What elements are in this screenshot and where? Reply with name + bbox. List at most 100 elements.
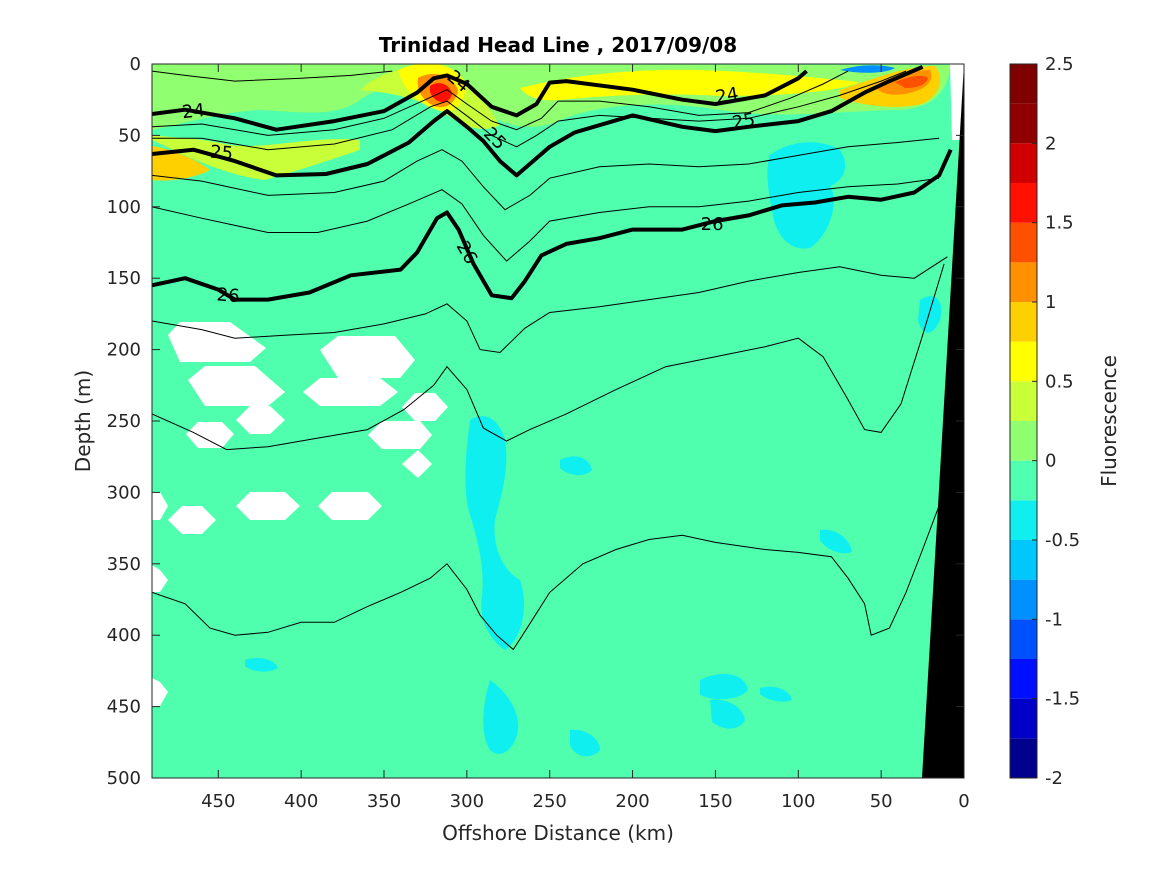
colorbar-swatch: [1010, 64, 1037, 104]
fluorescence-negative-patch-cyan-coast: [918, 296, 942, 333]
contour-label-24: 24: [181, 100, 206, 123]
fluorescence-band-orange-left: [152, 146, 210, 181]
colorbar-swatch: [1010, 302, 1037, 342]
y-axis-label: Depth (m): [71, 370, 95, 472]
y-tick-label: 300: [107, 482, 141, 503]
fluorescence-negative-patch-cyan-low8: [760, 686, 792, 702]
fluorescence-coastal-red: [895, 75, 928, 88]
missing-data-patch-12: [168, 506, 216, 534]
colorbar-tick-label: 1: [1045, 292, 1056, 313]
colorbar-swatch: [1010, 460, 1037, 501]
colorbar-tick-label: -1.5: [1045, 689, 1080, 710]
x-tick-label: 400: [284, 791, 318, 812]
fluorescence-upper-yellow-right: [520, 69, 860, 101]
thin-isopycnal-line: [152, 263, 945, 451]
y-tick-label: 50: [118, 125, 141, 146]
colorbar-swatch: [1010, 262, 1037, 302]
y-tick-label: 400: [107, 625, 141, 646]
colorbar-swatch: [1010, 143, 1037, 183]
isopycnal-line-26: [152, 148, 953, 302]
colorbar-swatch: [1010, 738, 1037, 778]
colorbar-swatch: [1010, 540, 1037, 580]
seafloor-bathymetry-mask: [922, 64, 964, 778]
missing-data-patch-4: [186, 422, 234, 448]
y-tick-label: 250: [107, 411, 141, 432]
x-tick-label: 50: [870, 791, 893, 812]
colorbar-swatch: [1010, 183, 1037, 223]
fluorescence-negative-patch-cyan-low3: [710, 699, 745, 729]
y-tick-label: 100: [107, 197, 141, 218]
chart-title: Trinidad Head Line , 2017/09/08: [379, 33, 737, 57]
missing-data-patch-15: [152, 678, 168, 706]
colorbar-tick-label: 1.5: [1045, 213, 1074, 234]
contour-label-text: 26: [701, 214, 724, 235]
fluorescence-negative-patch-cyan-low: [483, 680, 519, 754]
colorbar-swatch: [1010, 421, 1037, 461]
colorbar-tick-label: 2.5: [1045, 54, 1074, 75]
x-tick-label: 150: [698, 791, 732, 812]
contour-label-26: 26: [701, 214, 724, 235]
contour-label-text: 25: [731, 109, 757, 134]
isopycnal-line-25: [152, 65, 924, 178]
missing-data-patch-14: [152, 565, 168, 592]
thin-isopycnal-line: [152, 70, 849, 136]
colorbar-swatch: [1010, 579, 1037, 620]
fluorescence-negative-patch-cyan-upper: [767, 142, 846, 249]
missing-data-patch-9: [402, 450, 432, 478]
fluorescence-patches: [152, 64, 964, 757]
thin-isopycnal-line: [152, 177, 940, 262]
colorbar-tick-label: 0: [1045, 451, 1056, 472]
y-tick-label: 200: [107, 340, 141, 361]
colorbar-label: Fluorescence: [1097, 355, 1121, 487]
y-axis: 0 50 100 150 200 250 300 350 400 450 500: [107, 54, 964, 789]
x-tick-label: 350: [367, 791, 401, 812]
missing-data-patch-8: [368, 421, 432, 449]
x-tick-label: 0: [958, 791, 969, 812]
colorbar-tick-label: -1: [1045, 609, 1063, 630]
colorbar-swatch: [1010, 619, 1037, 659]
y-tick-label: 500: [107, 768, 141, 789]
colorbar-swatch: [1010, 103, 1037, 144]
x-axis: 450 400 350 300 250 200 150 100 50 0: [201, 64, 970, 812]
colorbar-tick-label: -2: [1045, 768, 1063, 789]
contour-label-24: 24: [714, 84, 740, 109]
contour-label-text: 24: [714, 84, 740, 109]
fluorescence-negative-patch-cyan-low2: [700, 674, 748, 700]
y-tick-label: 150: [107, 268, 141, 289]
colorbar-swatch: [1010, 659, 1037, 699]
x-tick-label: 450: [201, 791, 235, 812]
missing-data-patch-2: [188, 366, 285, 406]
missing-data-patch-13: [152, 492, 168, 520]
missing-data-patch-10: [236, 492, 300, 520]
fluorescence-negative-patch-cyan-mid: [465, 416, 525, 650]
colorbar-swatch: [1010, 698, 1037, 739]
thin-isopycnal-line: [152, 70, 393, 82]
contour-label-26: 26: [216, 284, 241, 307]
x-tick-label: 250: [533, 791, 567, 812]
y-tick-label: 350: [107, 554, 141, 575]
colorbar-swatch: [1010, 381, 1037, 421]
contour-label-25: 25: [209, 142, 234, 165]
contour-label-text: 25: [209, 142, 234, 165]
thin-isopycnal-line: [152, 137, 940, 211]
missing-data-patch-1: [168, 322, 266, 362]
colorbar-tick-label: 0.5: [1045, 371, 1074, 392]
y-tick-label: 450: [107, 697, 141, 718]
thin-isopycnal-contours: [152, 70, 948, 651]
fluorescence-negative-patch-cyan-low7: [820, 529, 852, 554]
x-axis-label: Offshore Distance (km): [442, 821, 674, 845]
isopycnal-line-24: [152, 69, 808, 132]
missing-data-patch-6: [303, 378, 398, 406]
colorbar: 2.5 2 1.5 1 0.5 0 -0.5 -1 -1.5 -2: [1009, 54, 1080, 789]
x-tick-label: 100: [781, 791, 815, 812]
x-tick-label: 200: [615, 791, 649, 812]
missing-data-patch-5: [320, 336, 415, 378]
colorbar-tick-label: -0.5: [1045, 530, 1080, 551]
missing-data-patch-11: [318, 492, 382, 520]
contour-label-25: 25: [731, 109, 757, 134]
colorbar-swatch: [1010, 500, 1037, 540]
colorbar-swatch: [1010, 222, 1037, 263]
missing-data-patch-16: [950, 64, 964, 140]
